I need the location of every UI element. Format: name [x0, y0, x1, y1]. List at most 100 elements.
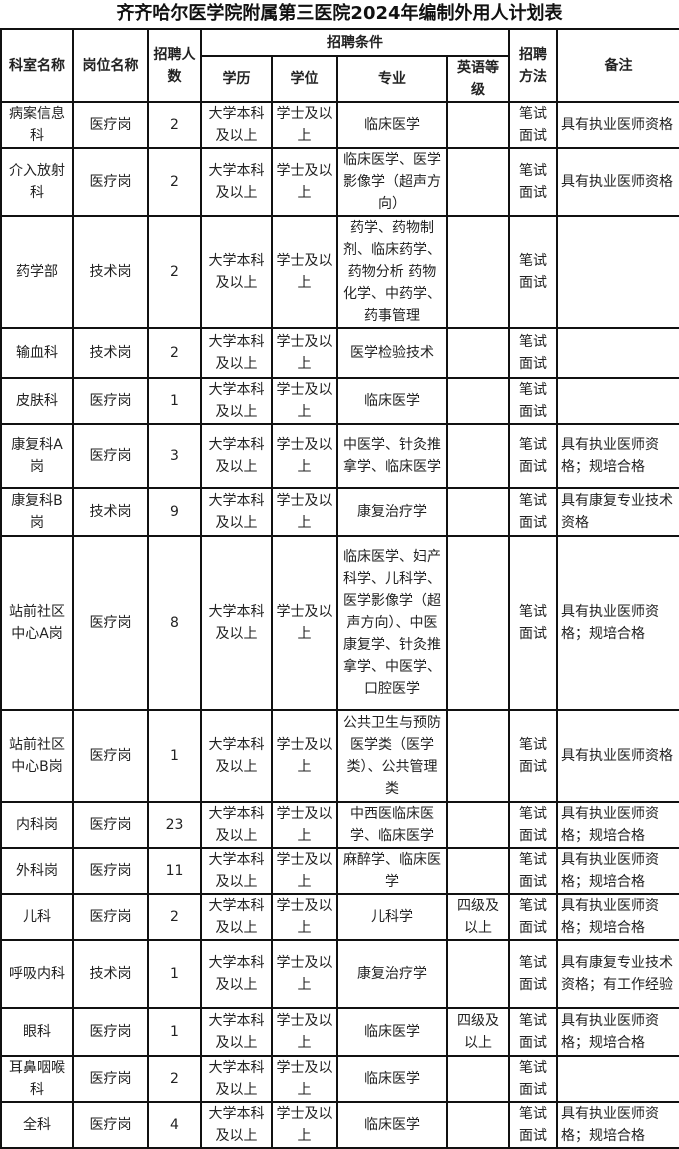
cell-education: 大学本科及以上	[200, 101, 273, 149]
cell-department: 输血科	[0, 327, 74, 379]
cell-major: 康复治疗学	[336, 939, 448, 1009]
cell-position: 医疗岗	[72, 1007, 149, 1057]
cell-remarks: 具有康复专业技术资格；有工作经验	[556, 939, 679, 1009]
cell-department: 皮肤科	[0, 377, 74, 425]
cell-major: 中医学、针灸推拿学、临床医学	[336, 423, 448, 489]
cell-position: 医疗岗	[72, 101, 149, 149]
cell-english	[446, 709, 510, 803]
cell-method: 笔试面试	[508, 327, 558, 379]
cell-method: 笔试面试	[508, 1007, 558, 1057]
cell-major: 康复治疗学	[336, 487, 448, 537]
cell-method: 笔试面试	[508, 801, 558, 849]
cell-degree: 学士及以上	[271, 709, 338, 803]
cell-position: 医疗岗	[72, 893, 149, 941]
cell-method: 笔试面试	[508, 939, 558, 1009]
cell-education: 大学本科及以上	[200, 939, 273, 1009]
cell-department: 外科岗	[0, 847, 74, 895]
cell-method: 笔试面试	[508, 893, 558, 941]
cell-english	[446, 801, 510, 849]
cell-remarks: 具有执业医师资格	[556, 101, 679, 149]
header-degree: 学位	[271, 55, 338, 103]
table-row: 内科岗 医疗岗 23 大学本科及以上 学士及以上 中西医临床医学、临床医学 笔试面试 具有执业…	[0, 801, 679, 849]
table-row: 病案信息科 医疗岗 2 大学本科及以上 学士及以上 临床医学 笔试面试 具有执业医师资格	[0, 101, 679, 149]
table-row: 呼吸内科 技术岗 1 大学本科及以上 学士及以上 康复治疗学 笔试面试 具有康复专业技术资格；…	[0, 939, 679, 1009]
cell-method: 笔试面试	[508, 487, 558, 537]
header-position: 岗位名称	[72, 28, 149, 103]
cell-degree: 学士及以上	[271, 215, 338, 329]
cell-position: 医疗岗	[72, 535, 149, 711]
cell-education: 大学本科及以上	[200, 847, 273, 895]
cell-count: 1	[147, 709, 202, 803]
table-row: 全科 医疗岗 4 大学本科及以上 学士及以上 临床医学 笔试面试 具有执业医师资格；规培合格	[0, 1101, 679, 1149]
cell-method: 笔试面试	[508, 101, 558, 149]
cell-major: 临床医学	[336, 1101, 448, 1149]
cell-english	[446, 377, 510, 425]
table-row: 儿科 医疗岗 2 大学本科及以上 学士及以上 儿科学 四级及以上 笔试面试 具有执业医师资格；规…	[0, 893, 679, 941]
cell-education: 大学本科及以上	[200, 709, 273, 803]
cell-count: 2	[147, 327, 202, 379]
cell-major: 儿科学	[336, 893, 448, 941]
table-row: 皮肤科 医疗岗 1 大学本科及以上 学士及以上 临床医学 笔试面试	[0, 377, 679, 425]
cell-degree: 学士及以上	[271, 1007, 338, 1057]
cell-major: 药学、药物制剂、临床药学、药物分析 药物化学、中药学、药事管理	[336, 215, 448, 329]
cell-department: 病案信息科	[0, 101, 74, 149]
recruitment-table: 科室名称 岗位名称 招聘人数 招聘条件 招聘方法 备注 学历 学位 专业 英语等…	[0, 28, 679, 1149]
cell-method: 笔试面试	[508, 847, 558, 895]
cell-remarks: 具有执业医师资格；规培合格	[556, 1101, 679, 1149]
table-row: 眼科 医疗岗 1 大学本科及以上 学士及以上 临床医学 四级及以上 笔试面试 具有执业医师资格；…	[0, 1007, 679, 1057]
header-remarks: 备注	[556, 28, 679, 103]
cell-english	[446, 327, 510, 379]
cell-count: 2	[147, 1055, 202, 1103]
cell-english	[446, 535, 510, 711]
cell-department: 康复科A岗	[0, 423, 74, 489]
cell-count: 8	[147, 535, 202, 711]
cell-education: 大学本科及以上	[200, 1101, 273, 1149]
cell-english	[446, 147, 510, 217]
cell-count: 9	[147, 487, 202, 537]
cell-method: 笔试面试	[508, 377, 558, 425]
cell-degree: 学士及以上	[271, 487, 338, 537]
cell-department: 站前社区中心A岗	[0, 535, 74, 711]
cell-major: 临床医学	[336, 101, 448, 149]
cell-remarks: 具有执业医师资格	[556, 709, 679, 803]
cell-degree: 学士及以上	[271, 377, 338, 425]
cell-remarks: 具有康复专业技术资格	[556, 487, 679, 537]
cell-degree: 学士及以上	[271, 893, 338, 941]
table-row: 药学部 技术岗 2 大学本科及以上 学士及以上 药学、药物制剂、临床药学、药物分析 药物化…	[0, 215, 679, 329]
header-major: 专业	[336, 55, 448, 103]
cell-english	[446, 847, 510, 895]
cell-major: 临床医学、医学影像学（超声方向）	[336, 147, 448, 217]
cell-remarks: 具有执业医师资格；规培合格	[556, 801, 679, 849]
cell-count: 1	[147, 939, 202, 1009]
cell-department: 呼吸内科	[0, 939, 74, 1009]
cell-major: 临床医学	[336, 1055, 448, 1103]
cell-education: 大学本科及以上	[200, 423, 273, 489]
cell-education: 大学本科及以上	[200, 487, 273, 537]
cell-method: 笔试面试	[508, 1101, 558, 1149]
cell-count: 2	[147, 101, 202, 149]
cell-method: 笔试面试	[508, 423, 558, 489]
cell-english: 四级及以上	[446, 1007, 510, 1057]
cell-department: 内科岗	[0, 801, 74, 849]
cell-position: 医疗岗	[72, 147, 149, 217]
cell-position: 医疗岗	[72, 847, 149, 895]
cell-method: 笔试面试	[508, 1055, 558, 1103]
cell-count: 3	[147, 423, 202, 489]
cell-education: 大学本科及以上	[200, 147, 273, 217]
cell-education: 大学本科及以上	[200, 893, 273, 941]
cell-count: 2	[147, 215, 202, 329]
cell-department: 全科	[0, 1101, 74, 1149]
cell-english	[446, 939, 510, 1009]
cell-degree: 学士及以上	[271, 939, 338, 1009]
cell-position: 医疗岗	[72, 377, 149, 425]
header-english: 英语等级	[446, 55, 510, 103]
cell-degree: 学士及以上	[271, 535, 338, 711]
cell-count: 23	[147, 801, 202, 849]
cell-major: 临床医学	[336, 377, 448, 425]
cell-major: 中西医临床医学、临床医学	[336, 801, 448, 849]
table-row: 站前社区中心A岗 医疗岗 8 大学本科及以上 学士及以上 临床医学、妇产科学、儿科学、医学…	[0, 535, 679, 711]
cell-count: 2	[147, 893, 202, 941]
cell-degree: 学士及以上	[271, 1101, 338, 1149]
cell-remarks	[556, 377, 679, 425]
cell-degree: 学士及以上	[271, 327, 338, 379]
